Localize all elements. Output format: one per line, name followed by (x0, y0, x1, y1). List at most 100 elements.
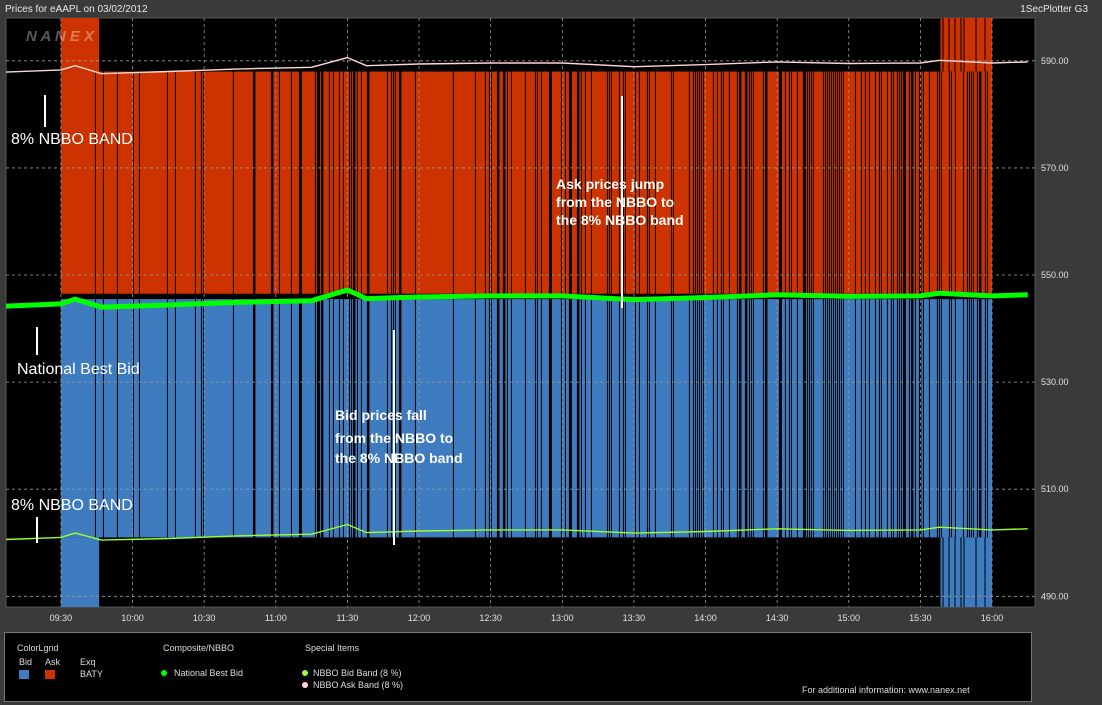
ask-gap-stripe (868, 71, 870, 294)
bid-gap-stripe (506, 299, 508, 538)
ask-gap-stripe (886, 71, 888, 294)
ask-gap-stripe (824, 71, 826, 294)
bid-legend-label: Bid (19, 657, 33, 667)
bid-gap-stripe (796, 299, 798, 538)
bid-gap-stripe (928, 299, 930, 538)
x-tick-label: 10:00 (121, 613, 144, 623)
ask-gap-stripe (963, 18, 965, 72)
bid-gap-stripe (804, 299, 806, 538)
bid-gap-stripe (702, 299, 704, 538)
bid-gap-stripe (132, 299, 134, 538)
bid-gap-stripe (963, 537, 965, 607)
ask-gap-stripe (940, 71, 942, 294)
ask-gap-stripe (752, 71, 754, 294)
bid-gap-stripe (414, 299, 416, 538)
bid-gap-stripe (976, 299, 978, 538)
ask-gap-stripe (986, 71, 988, 294)
bid-gap-stripe (910, 299, 914, 538)
ask-gap-stripe (398, 71, 402, 294)
bid-gap-stripe (638, 299, 640, 538)
ask-gap-stripe (138, 71, 140, 294)
bid-gap-stripe (736, 299, 738, 538)
bid-gap-stripe (712, 299, 714, 538)
ask-band-line (5, 56, 1028, 75)
ask-gap-stripe (840, 71, 842, 294)
exq-legend-label: Exq (80, 657, 96, 667)
bid-gap-stripe (954, 537, 956, 607)
bid-band-line (5, 523, 1028, 541)
ask-gap-stripe (836, 71, 838, 294)
ask-gap-stripe (720, 71, 722, 294)
ask-band-legend-dot (302, 682, 308, 688)
ask-gap-stripe (896, 71, 898, 294)
bid-gap-stripe (828, 299, 830, 538)
ask-gap-stripe (978, 71, 982, 294)
nanex-watermark: N A N E X (26, 28, 95, 45)
ask-gap-stripe (936, 71, 938, 294)
ask-gap-stripe (960, 18, 962, 72)
bid-gap-stripe (328, 299, 330, 538)
bid-gap-stripe (978, 299, 982, 538)
bid-gap-stripe (560, 299, 562, 538)
color-legend-title: ColorLgnd (17, 643, 59, 653)
ask-gap-stripe (832, 71, 834, 294)
ask-gap-stripe (910, 71, 914, 294)
ask-opening-spike (60, 18, 100, 72)
bid-gap-stripe (972, 299, 974, 538)
ask-gap-stripe (874, 71, 876, 294)
ask-gap-stripe (780, 71, 782, 294)
ask-gap-stripe (670, 71, 672, 294)
bid-gap-stripe (314, 299, 316, 538)
bid-gap-stripe (960, 537, 962, 607)
bid-gap-stripe (802, 299, 806, 538)
bid-gap-stripe (830, 299, 832, 538)
x-tick-label: 15:00 (838, 613, 861, 623)
ask-gap-stripe (962, 71, 964, 294)
ask-gap-stripe (938, 71, 940, 294)
ask-gap-stripe (352, 71, 356, 294)
bid-gap-stripe (762, 299, 764, 538)
ask-gap-stripe (984, 71, 986, 294)
bid-gap-stripe (394, 299, 396, 538)
ask-gap-stripe (802, 71, 806, 294)
ask-gap-stripe (672, 71, 674, 294)
ask-gap-stripe (880, 71, 882, 294)
bid-gap-stripe (748, 299, 750, 538)
bid-gap-stripe (584, 299, 586, 538)
bid-gap-stripe (948, 537, 950, 607)
bid-gap-stripe (316, 299, 320, 538)
bid-gap-stripe (878, 299, 880, 538)
bid-gap-stripe (350, 299, 352, 538)
bid-gap-stripe (488, 299, 490, 538)
ask-gap-stripe (202, 71, 204, 294)
x-tick-label: 15:30 (909, 613, 932, 623)
exchange-label: BATY (80, 669, 103, 679)
ask-gap-stripe (318, 71, 320, 294)
ask-gap-stripe (568, 71, 572, 294)
bid-gap-stripe (390, 299, 392, 538)
bid-band-legend-dot (302, 670, 308, 676)
bid-gap-stripe (356, 299, 358, 538)
ask-gap-stripe (878, 71, 880, 294)
bid-gap-stripe (194, 299, 196, 538)
ask-gap-stripe (908, 71, 910, 294)
bid-gap-stripe (780, 299, 782, 538)
ask-gap-stripe (290, 71, 292, 294)
ask-gap-stripe (320, 71, 324, 294)
bid-gap-stripe (524, 299, 526, 538)
ask-gap-stripe (390, 71, 392, 294)
bid-gap-stripe (842, 299, 844, 538)
ask-gap-stripe (102, 71, 104, 294)
bid-gap-stripe (834, 299, 836, 538)
ask-gap-stripe (174, 71, 176, 294)
plotter-name: 1SecPlotter G3 (1020, 4, 1088, 15)
ask-gap-stripe (496, 71, 500, 294)
bid-gap-stripe (788, 299, 790, 538)
ask-gap-stripe (342, 71, 344, 294)
bid-gap-stripe (536, 299, 538, 538)
ask-gap-stripe (950, 71, 952, 294)
bid-gap-stripe (808, 299, 810, 538)
bid-gap-stripe (174, 299, 176, 538)
ask-gap-stripe (386, 71, 388, 294)
